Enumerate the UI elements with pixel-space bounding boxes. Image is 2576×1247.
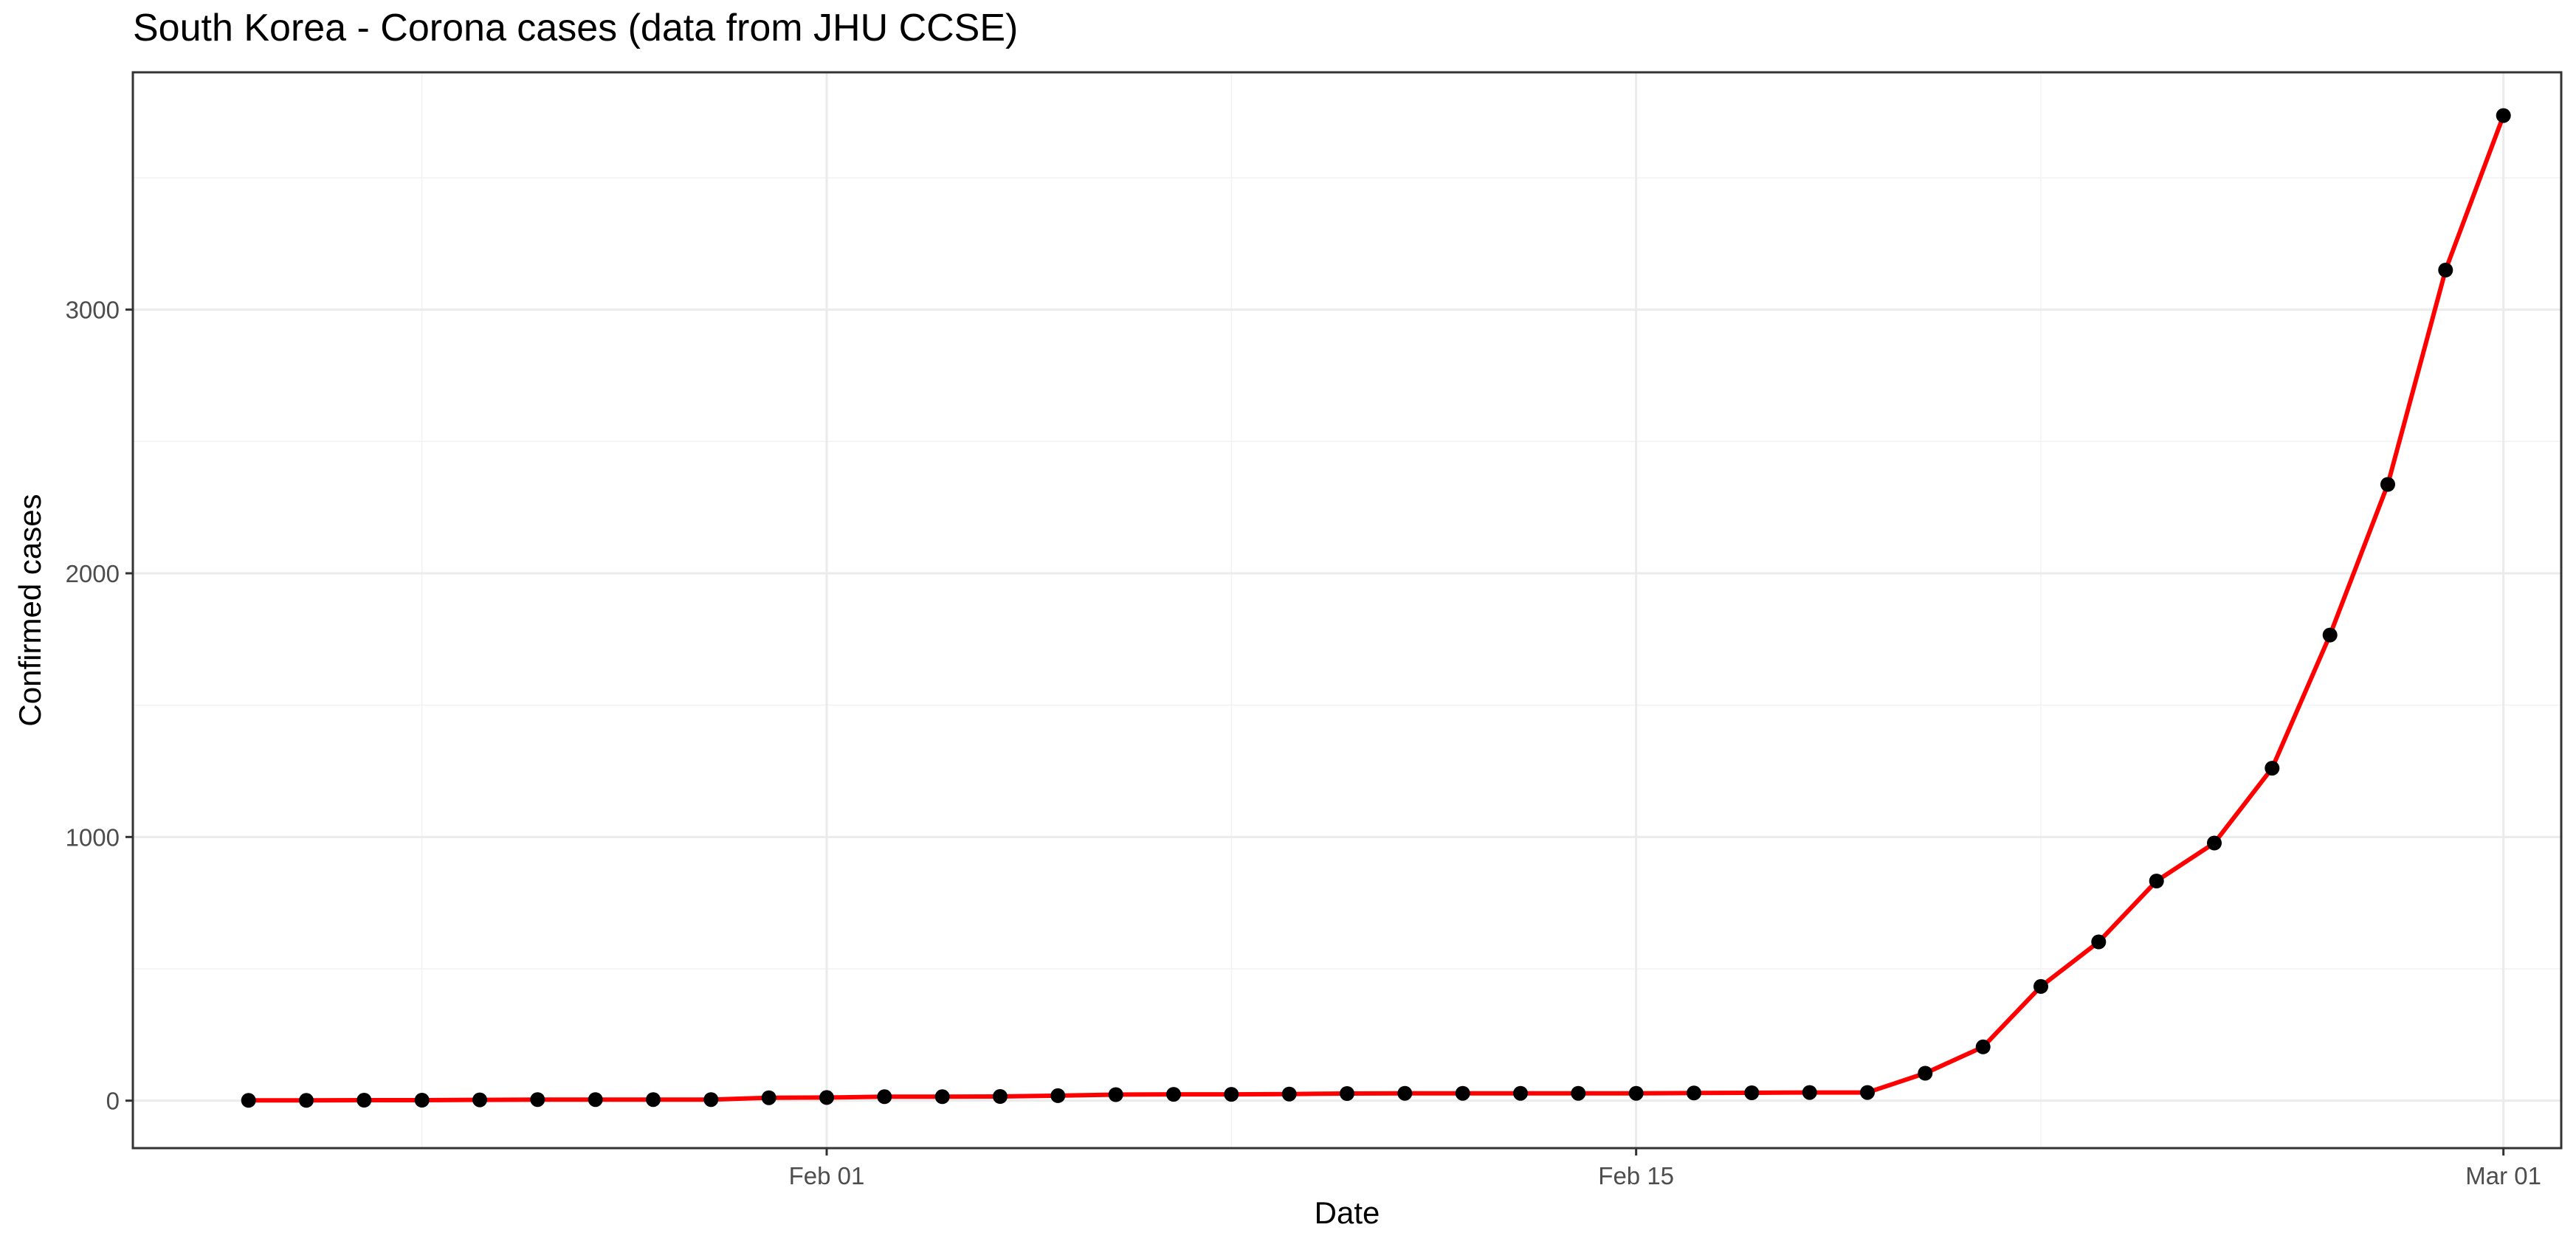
data-point [1628,1085,1644,1101]
data-point [357,1093,372,1108]
data-point [1397,1085,1413,1101]
data-point [1281,1086,1297,1102]
data-point [1108,1087,1123,1102]
data-point [1802,1085,1817,1100]
y-tick-label: 3000 [66,297,120,324]
data-point [299,1093,314,1108]
data-point [1860,1085,1875,1100]
data-point [241,1093,256,1108]
x-tick-label: Feb 01 [789,1162,865,1189]
y-axis: 0 1000 2000 3000 [66,297,133,1115]
data-point [2091,934,2107,950]
plot-panel-border [131,71,2563,1150]
x-axis-title: Date [1315,1195,1380,1230]
data-point [2438,263,2453,277]
data-point [1513,1085,1528,1101]
data-point [819,1090,834,1105]
data-point [1571,1085,1586,1101]
data-point [1050,1088,1066,1103]
data-point [530,1092,545,1108]
data-point [877,1089,892,1105]
data-point [2033,978,2048,994]
y-axis-title: Confirmed cases [13,494,47,726]
data-point [2496,108,2511,123]
data-point [1166,1087,1181,1102]
data-point [588,1092,603,1108]
x-tick-label: Mar 01 [2465,1162,2541,1189]
y-tick-label: 0 [106,1088,120,1115]
data-point [2207,835,2222,851]
data-point [646,1092,661,1108]
data-point [1918,1065,1933,1081]
data-point [2149,874,2164,888]
data-point [934,1089,950,1105]
data-point [1975,1039,1991,1054]
series-line-layer [246,113,2506,1103]
data-point [472,1092,487,1108]
x-tick-label: Feb 15 [1598,1162,1674,1189]
major-grid [133,72,2561,1148]
y-tick-label: 2000 [66,560,120,587]
data-point [1455,1085,1470,1101]
minor-grid [133,72,2561,1148]
series-line [246,113,2506,1103]
data-point [1687,1085,1701,1101]
data-point [1744,1085,1760,1100]
data-point [414,1093,430,1108]
data-point [1340,1086,1354,1101]
chart-title: South Korea - Corona cases (data from JH… [133,7,1019,49]
data-point [2265,761,2280,776]
data-point [1224,1087,1239,1102]
data-point [761,1090,776,1105]
data-point [703,1092,719,1108]
data-point [993,1089,1008,1104]
data-point [2380,477,2395,492]
y-tick-label: 1000 [66,823,120,851]
x-axis: Feb 01 Feb 15 Mar 01 [789,1148,2541,1189]
points-layer [241,108,2511,1108]
data-point [2322,627,2338,643]
